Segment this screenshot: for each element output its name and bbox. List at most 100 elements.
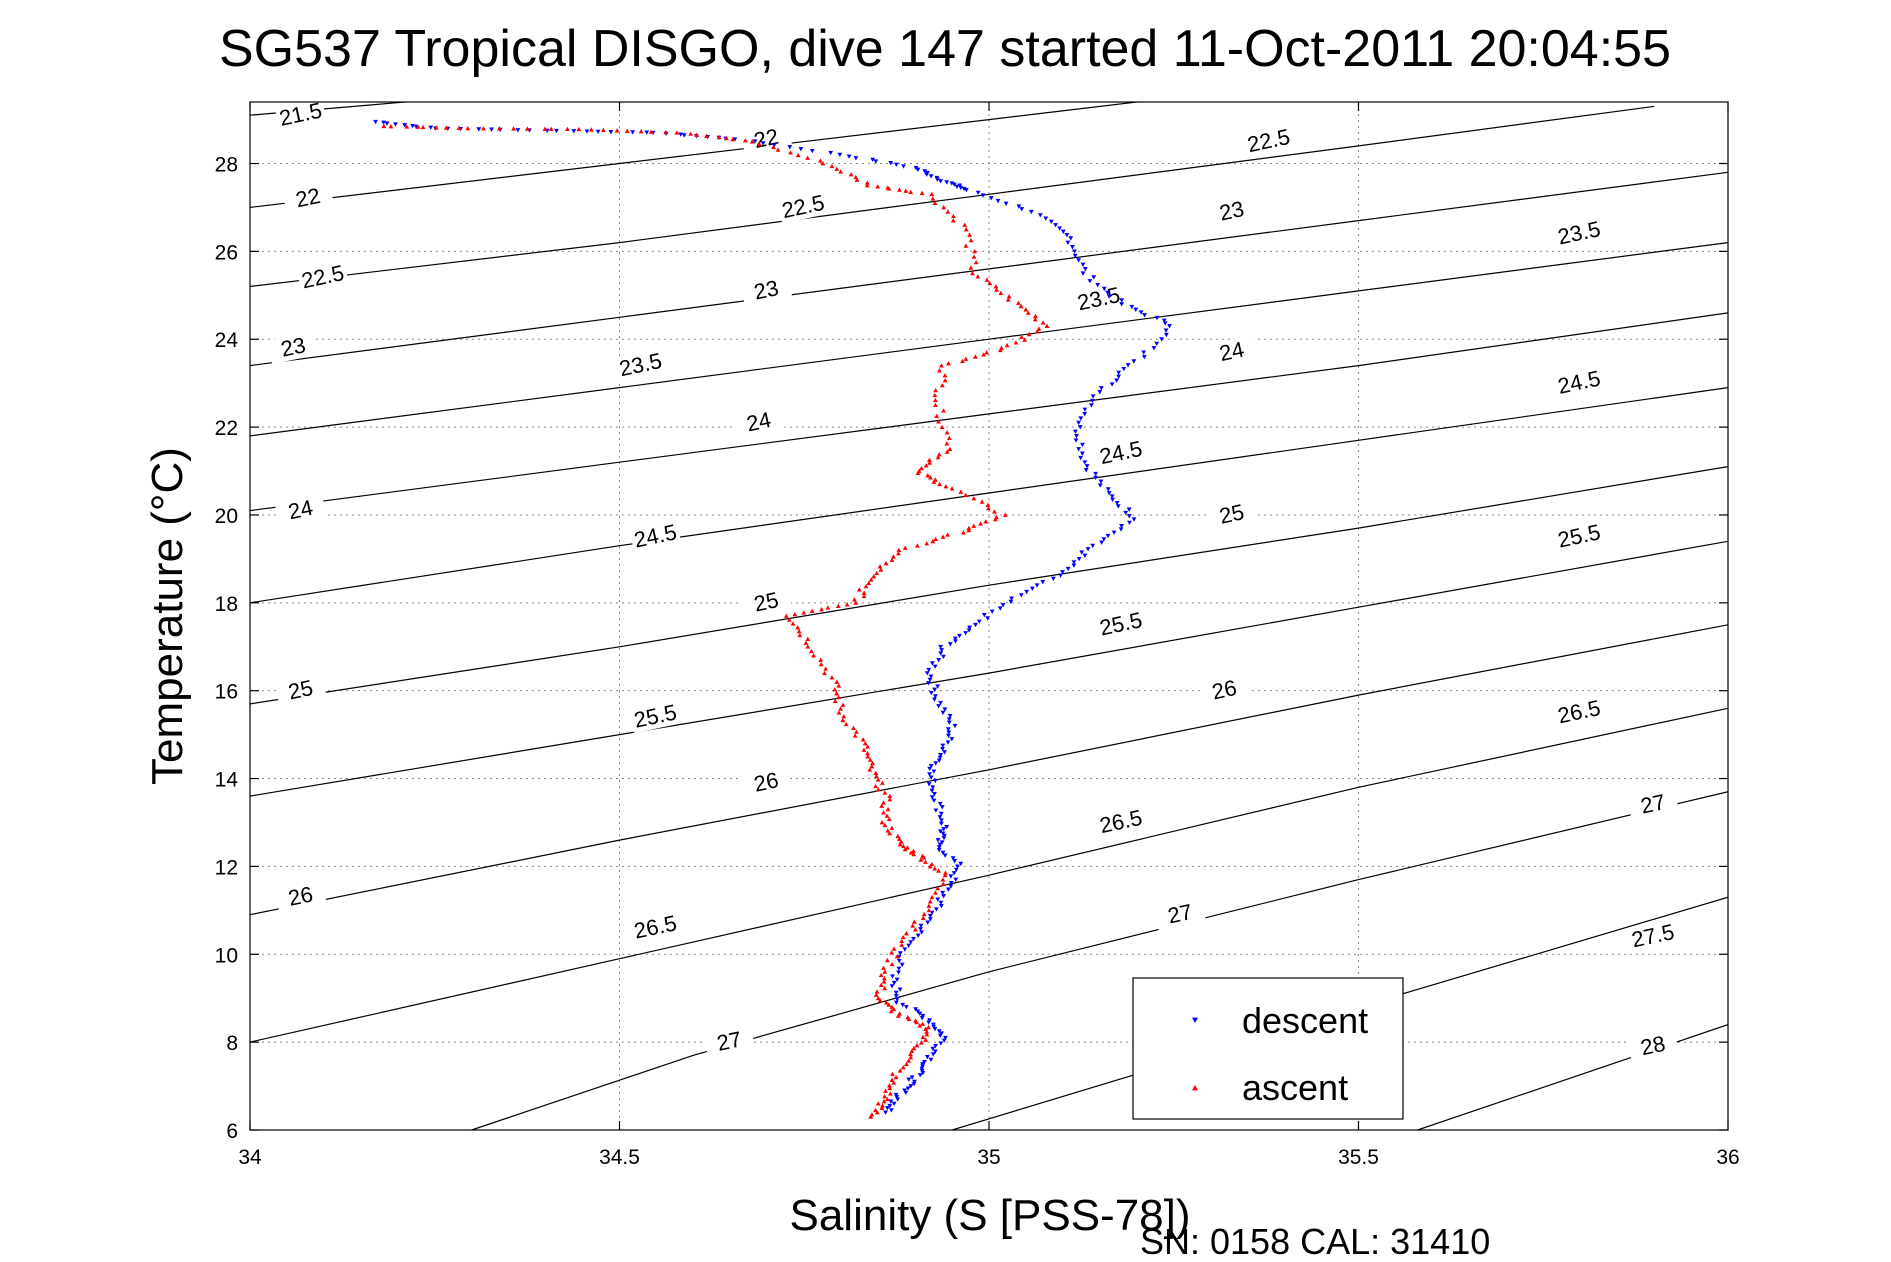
contour-line-3 (250, 171, 1728, 367)
point-ascent-141 (985, 502, 991, 507)
point-descent-174 (1024, 589, 1030, 595)
point-ascent-121 (944, 449, 950, 454)
point-descent-27 (681, 133, 687, 138)
point-ascent-226 (874, 773, 879, 779)
point-descent-50 (922, 169, 928, 174)
point-ascent-150 (966, 525, 972, 531)
point-ascent-54 (908, 189, 914, 194)
point-ascent-73 (975, 274, 981, 279)
point-ascent-30 (730, 136, 736, 142)
point-ascent-34 (771, 144, 776, 149)
point-ascent-224 (867, 767, 873, 772)
point-descent-101 (1154, 315, 1160, 321)
contour-label-5-0: 24 (286, 495, 315, 525)
point-descent-131 (1073, 438, 1079, 443)
point-descent-137 (1084, 464, 1090, 469)
point-descent-87 (1082, 267, 1088, 272)
point-descent-201 (928, 674, 934, 679)
point-descent-83 (1072, 249, 1077, 254)
point-descent-145 (1109, 494, 1115, 499)
contour-label-4-2: 23.5 (1556, 216, 1603, 249)
point-descent-157 (1105, 533, 1111, 539)
point-descent-177 (1008, 599, 1014, 605)
point-ascent-77 (994, 287, 999, 292)
point-ascent-171 (863, 583, 869, 589)
point-ascent-207 (838, 706, 843, 711)
point-descent-156 (1111, 530, 1117, 535)
point-ascent-229 (873, 783, 879, 789)
contour-line-7 (250, 466, 1728, 705)
point-descent-284 (919, 930, 925, 935)
point-descent-186 (966, 628, 972, 633)
point-ascent-39 (818, 158, 823, 163)
point-descent-197 (929, 661, 935, 666)
point-ascent-228 (879, 780, 885, 785)
point-descent-300 (897, 987, 903, 992)
point-ascent-273 (921, 911, 927, 917)
point-descent-206 (928, 690, 934, 696)
point-ascent-41 (829, 163, 835, 169)
point-descent-305 (900, 1002, 906, 1008)
point-ascent-311 (926, 1024, 931, 1030)
point-ascent-298 (883, 1000, 889, 1005)
point-descent-203 (926, 681, 931, 686)
point-ascent-291 (881, 979, 887, 984)
point-descent-217 (945, 727, 951, 732)
point-ascent-52 (897, 187, 902, 192)
point-ascent-14 (548, 126, 554, 131)
contour-label-bg-8-0 (629, 699, 682, 734)
point-ascent-180 (819, 607, 824, 612)
point-descent-329 (922, 1059, 927, 1065)
point-descent-259 (940, 850, 946, 856)
point-ascent-111 (932, 397, 938, 403)
point-descent-126 (1078, 416, 1084, 421)
point-ascent-326 (897, 1068, 903, 1073)
point-descent-247 (938, 821, 944, 826)
point-descent-233 (928, 775, 934, 780)
point-ascent-123 (935, 454, 941, 460)
contour-label-9-2: 26 (1210, 675, 1239, 705)
point-ascent-179 (825, 605, 831, 610)
point-descent-49 (915, 167, 921, 172)
point-ascent-173 (861, 590, 867, 595)
point-ascent-169 (868, 577, 874, 582)
contour-label-6-1: 24.5 (1097, 436, 1144, 469)
point-ascent-256 (921, 855, 927, 860)
point-ascent-83 (1023, 307, 1029, 312)
point-ascent-74 (984, 277, 990, 282)
point-descent-256 (937, 842, 943, 847)
point-descent-163 (1082, 553, 1088, 558)
point-descent-40 (837, 152, 843, 158)
point-ascent-199 (829, 675, 835, 680)
point-ascent-118 (946, 435, 952, 440)
point-ascent-250 (905, 845, 910, 850)
point-ascent-23 (663, 129, 669, 135)
point-descent-260 (942, 853, 948, 858)
point-descent-267 (948, 874, 954, 879)
point-descent-82 (1070, 245, 1075, 250)
point-ascent-82 (1018, 303, 1024, 309)
point-ascent-317 (918, 1040, 924, 1045)
point-descent-294 (896, 966, 902, 971)
point-descent-253 (941, 835, 947, 841)
point-ascent-271 (926, 903, 932, 908)
point-ascent-178 (835, 603, 841, 609)
point-descent-34 (760, 141, 766, 146)
series-ascent (381, 123, 1050, 1119)
contour-label-bg-10-0 (629, 910, 682, 945)
point-descent-196 (936, 658, 942, 663)
chart-title: SG537 Tropical DISGO, dive 147 started 1… (219, 20, 1671, 78)
point-descent-239 (929, 795, 935, 800)
point-descent-334 (920, 1070, 926, 1076)
point-descent-12 (489, 127, 494, 132)
contour-label-bg-0-0 (274, 102, 327, 132)
point-descent-76 (1053, 223, 1059, 228)
point-descent-195 (941, 654, 946, 660)
point-descent-348 (891, 1101, 897, 1107)
point-ascent-167 (874, 570, 880, 576)
point-ascent-293 (882, 985, 888, 991)
point-ascent-304 (895, 1013, 901, 1018)
point-ascent-103 (946, 360, 951, 366)
point-ascent-93 (1022, 337, 1028, 342)
point-descent-161 (1085, 547, 1091, 552)
